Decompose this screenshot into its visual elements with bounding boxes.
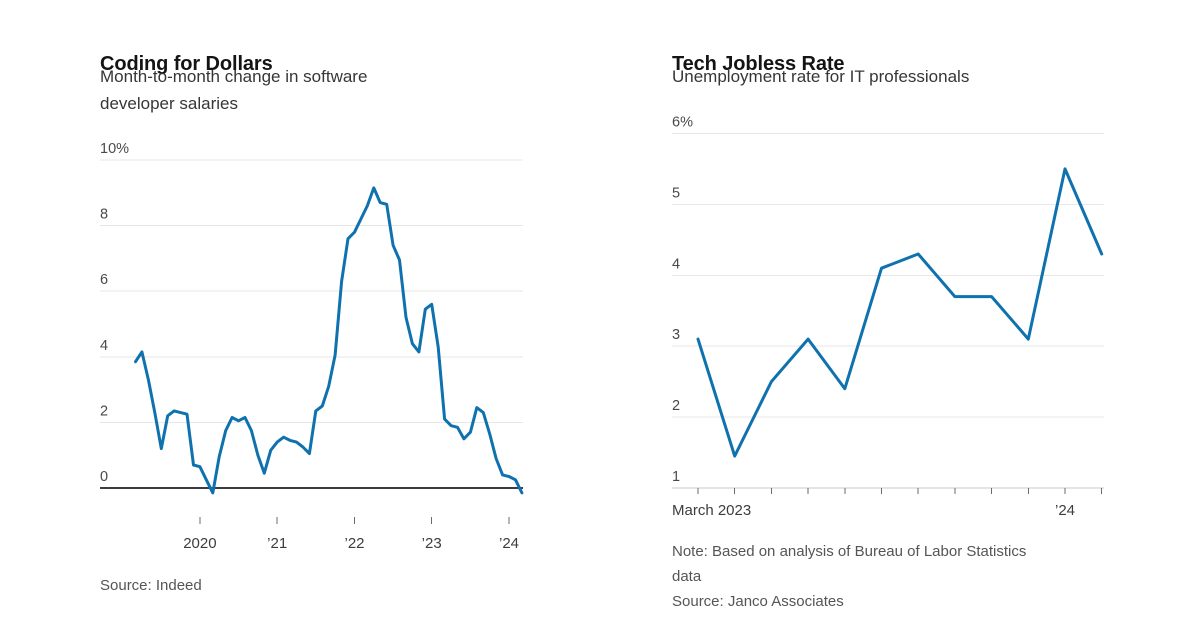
chart-notes: Note: Based on analysis of Bureau of Lab… [672,539,1026,614]
x-axis-label: ’24 [499,535,519,552]
subtitle-line: Month-to-month change in software [100,67,368,86]
y-axis-label: 6% [672,115,693,131]
x-axis-label: 2020 [183,535,216,552]
chart-source: Source: Janco Associates [672,593,844,610]
chart-source: Source: Indeed [100,577,202,594]
x-axis-label: ’21 [267,535,287,552]
chart-title: Tech Jobless Rate [672,52,845,75]
y-axis-label: 1 [672,469,680,485]
y-axis-label: 2 [100,403,108,419]
salary-change-line-chart: 0 2 4 6 8 10% 2020 ’21 ’22 ’23 ’24 [100,141,524,552]
subtitle-line: developer salaries [100,94,238,113]
x-axis-label: ’23 [422,535,442,552]
y-axis-label: 8 [100,207,108,223]
y-axis-label: 6 [100,272,108,288]
x-axis-label: ’22 [344,535,364,552]
jobless-rate-line-chart: 1 2 3 4 5 6% March 2023 ’24 [672,115,1104,519]
chart-note-line: Note: Based on analysis of Bureau of Lab… [672,543,1027,560]
y-axis-label: 0 [100,469,108,485]
y-axis-label: 3 [672,327,680,343]
chart-note-line: data [672,568,702,585]
data-line [134,186,524,495]
y-axis-label: 4 [672,256,680,272]
y-axis-label: 5 [672,185,680,201]
chart-subtitle: Unemployment rate for IT professionals [672,67,970,86]
chart-title: Coding for Dollars [100,52,273,75]
y-axis-label: 10% [100,141,129,157]
y-axis-label: 2 [672,398,680,414]
data-line [696,167,1104,458]
chart-subtitle: Month-to-month change in software develo… [100,63,367,117]
y-axis-label: 4 [100,338,108,354]
x-axis-label: ’24 [1055,502,1075,519]
x-axis-label: March 2023 [672,502,751,519]
